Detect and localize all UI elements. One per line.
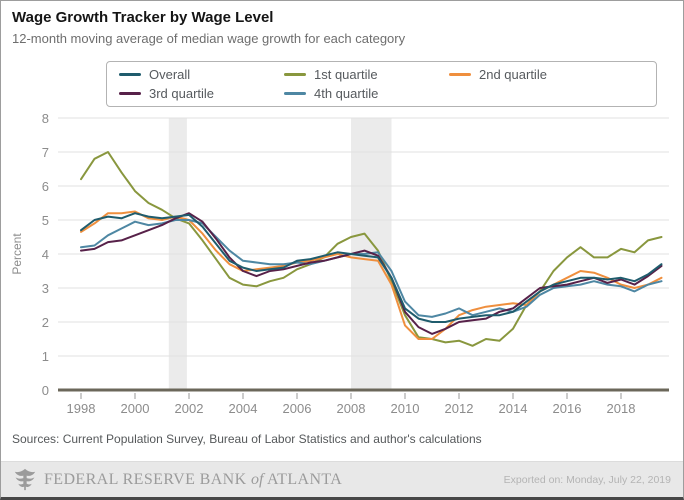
x-tick-label: 1998 — [67, 401, 96, 416]
legend-label: 1st quartile — [314, 67, 378, 82]
x-tick-label: 2006 — [283, 401, 312, 416]
y-tick-label: 3 — [42, 281, 49, 296]
y-tick-label: 2 — [42, 315, 49, 330]
footer-bar: Federal Reserve Bank of Atlanta Exported… — [1, 461, 683, 497]
legend-item-3rd-quartile: 3rd quartile — [119, 85, 284, 103]
bank-name: Federal Reserve Bank of Atlanta — [44, 470, 343, 488]
y-tick-label: 5 — [42, 213, 49, 228]
series-line-overall — [80, 212, 663, 323]
page-title: Wage Growth Tracker by Wage Level — [12, 9, 274, 26]
legend-item-1st-quartile: 1st quartile — [284, 66, 449, 84]
x-tick-label: 2016 — [553, 401, 582, 416]
legend: Overall 1st quartile 2nd quartile 3rd quart… — [106, 61, 657, 107]
y-tick-label: 1 — [42, 349, 49, 364]
legend-swatch-icon — [119, 92, 141, 95]
x-tick-label: 2002 — [175, 401, 204, 416]
x-tick-label: 2000 — [121, 401, 150, 416]
series-line-3rd-quartile — [80, 212, 663, 335]
legend-item-overall: Overall — [119, 66, 284, 84]
legend-label: 3rd quartile — [149, 86, 215, 101]
bank-branding: Federal Reserve Bank of Atlanta — [13, 467, 342, 493]
legend-label: 2nd quartile — [479, 67, 547, 82]
y-tick-label: 7 — [42, 145, 49, 160]
y-tick-label: 6 — [42, 179, 49, 194]
legend-label: 4th quartile — [314, 86, 379, 101]
y-tick-label: 8 — [42, 111, 49, 126]
x-tick-label: 2014 — [499, 401, 528, 416]
y-tick-label: 4 — [42, 247, 49, 262]
x-tick-label: 2008 — [337, 401, 366, 416]
wage-growth-chart: 0 1 2 3 4 5 6 7 8 1998 2000 2002 2004 2006 2008 2010 201… — [10, 111, 669, 416]
legend-swatch-icon — [449, 73, 471, 76]
legend-item-4th-quartile: 4th quartile — [284, 85, 449, 103]
y-axis-label: Percent — [10, 233, 24, 275]
legend-item-2nd-quartile: 2nd quartile — [449, 66, 656, 84]
x-tick-label: 2004 — [229, 401, 258, 416]
legend-swatch-icon — [119, 73, 141, 76]
legend-swatch-icon — [284, 92, 306, 95]
sources-note: Sources: Current Population Survey, Bure… — [12, 432, 482, 446]
legend-label: Overall — [149, 67, 191, 82]
x-tick-label: 2012 — [445, 401, 474, 416]
legend-swatch-icon — [284, 73, 306, 76]
x-tick-label: 2010 — [391, 401, 420, 416]
atlanta-fed-logo-icon — [14, 468, 36, 490]
y-tick-label: 0 — [42, 383, 49, 398]
x-tick-label: 2018 — [607, 401, 636, 416]
page-subtitle: 12-month moving average of median wage g… — [12, 31, 406, 46]
exported-timestamp: Exported on: Monday, July 22, 2019 — [503, 473, 671, 486]
